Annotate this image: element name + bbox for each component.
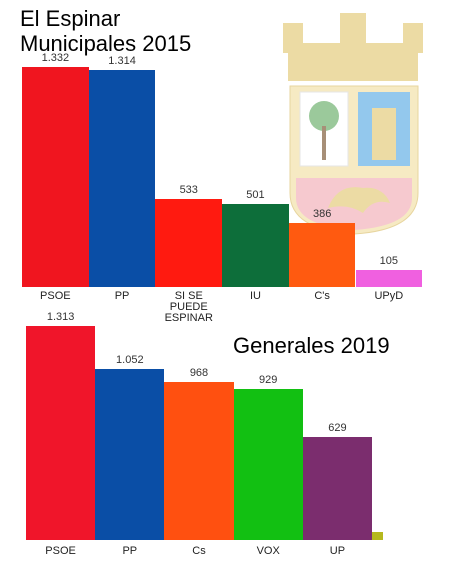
category-label: C's [314, 290, 330, 302]
chart-title: El Espinar [20, 6, 121, 31]
chart-subtitle: Municipales 2015 [20, 31, 192, 56]
category-label: PSOE [40, 290, 71, 302]
value-label: 1.332 [41, 52, 70, 64]
bar [22, 67, 89, 287]
value-label: 1.313 [46, 311, 75, 323]
value-label: 105 [379, 254, 399, 267]
value-label: 929 [259, 373, 278, 386]
bar [372, 531, 383, 540]
bar [26, 326, 96, 540]
category-label: UPyD [374, 290, 404, 302]
value-label: 386 [312, 208, 332, 221]
category-label: UP [329, 545, 346, 557]
tower [372, 108, 396, 160]
bar [355, 269, 423, 287]
bar [302, 437, 372, 540]
category-label: Cs [192, 545, 206, 557]
bar [95, 368, 165, 540]
crown-band [288, 43, 418, 81]
tree [309, 101, 339, 131]
lion [328, 187, 390, 213]
tree-trunk [322, 126, 326, 160]
bar [164, 382, 234, 540]
bar [222, 204, 289, 287]
value-label: 1.314 [108, 54, 136, 67]
category-label: VOX [256, 545, 280, 557]
value-label: 533 [179, 183, 198, 196]
category-label: PP [114, 290, 130, 302]
crown-tower [340, 13, 366, 48]
value-label: 1.052 [116, 353, 144, 366]
value-label: 968 [189, 367, 209, 380]
crown-tower [283, 23, 303, 53]
bar [288, 223, 356, 287]
category-label: IU [249, 290, 261, 302]
category-label: PP [122, 545, 138, 557]
category-label: SI SE PUEDE ESPINAR [164, 290, 213, 324]
value-label: 629 [328, 422, 347, 435]
category-label: PSOE [45, 545, 76, 557]
crown-tower [403, 23, 423, 53]
value-label: 501 [246, 189, 265, 202]
bar [88, 69, 156, 287]
bar [155, 198, 223, 287]
bar [233, 388, 303, 540]
coat-of-arms [283, 13, 423, 235]
chart-title: Generales 2019 [233, 333, 390, 358]
